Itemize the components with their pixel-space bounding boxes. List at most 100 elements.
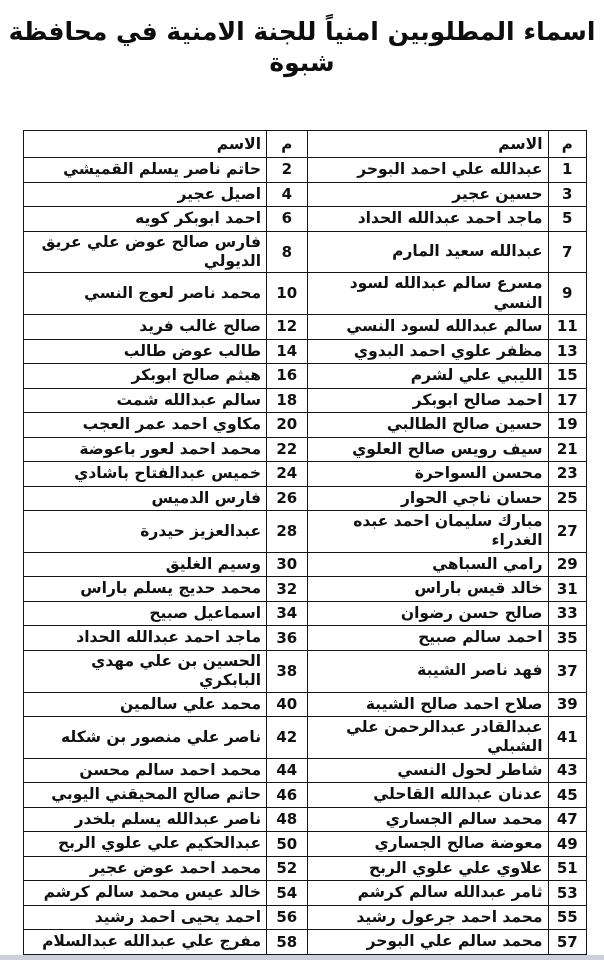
name-cell-left: سالم عبدالله شمت <box>22 387 268 413</box>
table-row: 45 عدنان عبدالله القاحلي 46 حاتم صالح ال… <box>22 782 588 808</box>
table-row: 33 صالح حسن رضوان 34 اسماعيل صبيح <box>22 600 588 627</box>
row-number-cell-right: 23 <box>547 461 588 487</box>
wanted-list-table-container: م الاسم م الاسم 1 عبدالله علي احمد البوح… <box>22 130 588 960</box>
row-number-cell-right: 17 <box>547 387 588 413</box>
name-cell-left: محمد علي سالمين <box>22 691 268 717</box>
row-number-cell-right: 11 <box>547 314 588 340</box>
name-cell-left: عبدالحكيم علي علوي الربح <box>22 831 268 857</box>
table-row: 49 معوضة صالح الجساري 50 عبدالحكيم علي ع… <box>22 831 588 857</box>
table-row: 29 رامي السباهي 30 وسيم الغليق <box>22 551 588 578</box>
name-cell-left: حاتم ناصر يسلم القميشي <box>22 157 268 183</box>
table-row: 47 محمد سالم الجساري 48 ناصر عبدالله يسل… <box>22 806 588 833</box>
name-cell-left: اصيل عجير <box>22 181 268 207</box>
header-name-left: الاسم <box>22 130 268 158</box>
name-cell-right: محمد سالم علي البوحر <box>306 929 549 955</box>
row-number-cell-left: 40 <box>266 691 308 717</box>
row-number-cell-right: 3 <box>547 181 588 207</box>
table-row: 3 حسين عجير 4 اصيل عجير <box>22 181 588 207</box>
row-number-cell-left: 50 <box>266 831 308 857</box>
row-number-cell-right: 55 <box>547 904 588 931</box>
header-number-left: م <box>266 130 308 158</box>
name-cell-right: حسين عجير <box>306 181 549 207</box>
row-number-cell-right: 51 <box>547 855 588 882</box>
table-row: 9 مسرع سالم عبدالله لسود النسي 10 محمد ن… <box>22 272 588 315</box>
row-number-cell-left: 4 <box>266 181 308 207</box>
row-number-cell-left: 38 <box>266 649 308 693</box>
row-number-cell-left: 8 <box>266 230 308 274</box>
name-cell-right: رامي السباهي <box>306 551 549 578</box>
name-cell-right: محمد سالم الجساري <box>306 806 549 833</box>
name-cell-left: الحسين بن علي مهدي البابكري <box>22 649 268 693</box>
row-number-cell-right: 27 <box>547 510 588 553</box>
name-cell-left: وسيم الغليق <box>22 551 268 578</box>
row-number-cell-left: 34 <box>266 600 308 627</box>
table-body: 1 عبدالله علي احمد البوحر 2 حاتم ناصر يس… <box>22 157 588 960</box>
table-row: 25 حسان ناجي الحوار 26 فارس الدميس <box>22 485 588 511</box>
name-cell-left: محمد احمد لعور باعوضة <box>22 436 268 462</box>
row-number-cell-left: 58 <box>266 929 308 955</box>
page-title: اسماء المطلوبين امنياً للجنة الامنية في … <box>8 17 596 78</box>
name-cell-right: احمد سالم صبيح <box>306 625 549 651</box>
row-number-cell-left: 14 <box>266 338 308 364</box>
name-cell-left: ماجد احمد عبدالله الحداد <box>22 625 268 651</box>
name-cell-left: مكاوي احمد عمر العجب <box>22 412 268 438</box>
row-number-cell-left: 30 <box>266 551 308 578</box>
table-row: 21 سيف رويس صالح العلوي 22 محمد احمد لعو… <box>22 436 588 462</box>
table-row: 5 ماجد احمد عبدالله الحداد 6 احمد ابوبكر… <box>22 206 588 232</box>
table-row: 31 خالد قيس باراس 32 محمد حديج يسلم بارا… <box>22 576 588 602</box>
name-cell-right: عبدالقادر عبدالرحمن علي الشبلي <box>306 716 549 759</box>
name-cell-right: علاوي علي علوي الربح <box>306 855 549 882</box>
name-cell-left: فارس الدميس <box>22 485 268 511</box>
table-row: 7 عبدالله سعيد المارم 8 فارس صالح عوض عل… <box>22 230 588 274</box>
table-row: 13 مظفر علوي احمد البدوي 14 طالب عوض طال… <box>22 338 588 364</box>
table-row: 15 الليبي علي لشرم 16 هيثم صالح ابوبكر <box>22 363 588 389</box>
table-row: 27 مبارك سليمان احمد عبده الغدراء 28 عبد… <box>22 510 588 553</box>
row-number-cell-right: 53 <box>547 880 588 906</box>
row-number-cell-right: 9 <box>547 272 588 315</box>
table-row: 19 حسين صالح الطالبي 20 مكاوي احمد عمر ا… <box>22 412 588 438</box>
name-cell-left: مفرج علي عبدالله عبدالسلام <box>22 929 268 955</box>
row-number-cell-left: 24 <box>266 461 308 487</box>
table-row: 35 احمد سالم صبيح 36 ماجد احمد عبدالله ا… <box>22 625 588 651</box>
row-number-cell-right: 49 <box>547 831 588 857</box>
row-number-cell-right: 29 <box>547 551 588 578</box>
row-number-cell-left: 26 <box>266 485 308 511</box>
header-name-right: الاسم <box>306 130 549 158</box>
table-row: 1 عبدالله علي احمد البوحر 2 حاتم ناصر يس… <box>22 157 588 183</box>
row-number-cell-left: 52 <box>266 855 308 882</box>
name-cell-left: طالب عوض طالب <box>22 338 268 364</box>
table-row: 23 محسن السواحرة 24 خميس عبدالفتاح باشاد… <box>22 461 588 487</box>
name-cell-right: خالد قيس باراس <box>306 576 549 602</box>
table-row: 39 صلاح احمد صالح الشيبة 40 محمد علي سال… <box>22 691 588 717</box>
row-number-cell-left: 12 <box>266 314 308 340</box>
name-cell-left: احمد ابوبكر كويه <box>22 206 268 232</box>
row-number-cell-right: 13 <box>547 338 588 364</box>
header-number-right: م <box>547 130 588 158</box>
name-cell-right: الليبي علي لشرم <box>306 363 549 389</box>
row-number-cell-left: 18 <box>266 387 308 413</box>
table-row: 55 محمد احمد جرعول رشيد 56 احمد يحيى احم… <box>22 904 588 931</box>
row-number-cell-right: 35 <box>547 625 588 651</box>
row-number-cell-left: 48 <box>266 806 308 833</box>
name-cell-left: محمد احمد عوض عجير <box>22 855 268 882</box>
table-row: 11 سالم عبدالله لسود النسي 12 صالح غالب … <box>22 314 588 340</box>
name-cell-left: فارس صالح عوض علي عريق الديولي <box>22 230 268 274</box>
row-number-cell-right: 31 <box>547 576 588 602</box>
table-row: 17 احمد صالح ابوبكر 18 سالم عبدالله شمت <box>22 387 588 413</box>
name-cell-left: صالح غالب فريد <box>22 314 268 340</box>
name-cell-left: محمد احمد سالم محسن <box>22 757 268 784</box>
row-number-cell-left: 32 <box>266 576 308 602</box>
name-cell-right: عبدالله علي احمد البوحر <box>306 157 549 183</box>
row-number-cell-left: 6 <box>266 206 308 232</box>
row-number-cell-right: 47 <box>547 806 588 833</box>
name-cell-left: خميس عبدالفتاح باشادي <box>22 461 268 487</box>
name-cell-right: احمد صالح ابوبكر <box>306 387 549 413</box>
row-number-cell-right: 21 <box>547 436 588 462</box>
table-row: 37 فهد ناصر الشيبة 38 الحسين بن علي مهدي… <box>22 649 588 693</box>
name-cell-right: محمد احمد جرعول رشيد <box>306 904 549 931</box>
wanted-list-table: م الاسم م الاسم 1 عبدالله علي احمد البوح… <box>22 130 588 960</box>
row-number-cell-right: 39 <box>547 691 588 717</box>
name-cell-left: اسماعيل صبيح <box>22 600 268 627</box>
table-row: 43 شاطر لحول النسي 44 محمد احمد سالم محس… <box>22 757 588 784</box>
